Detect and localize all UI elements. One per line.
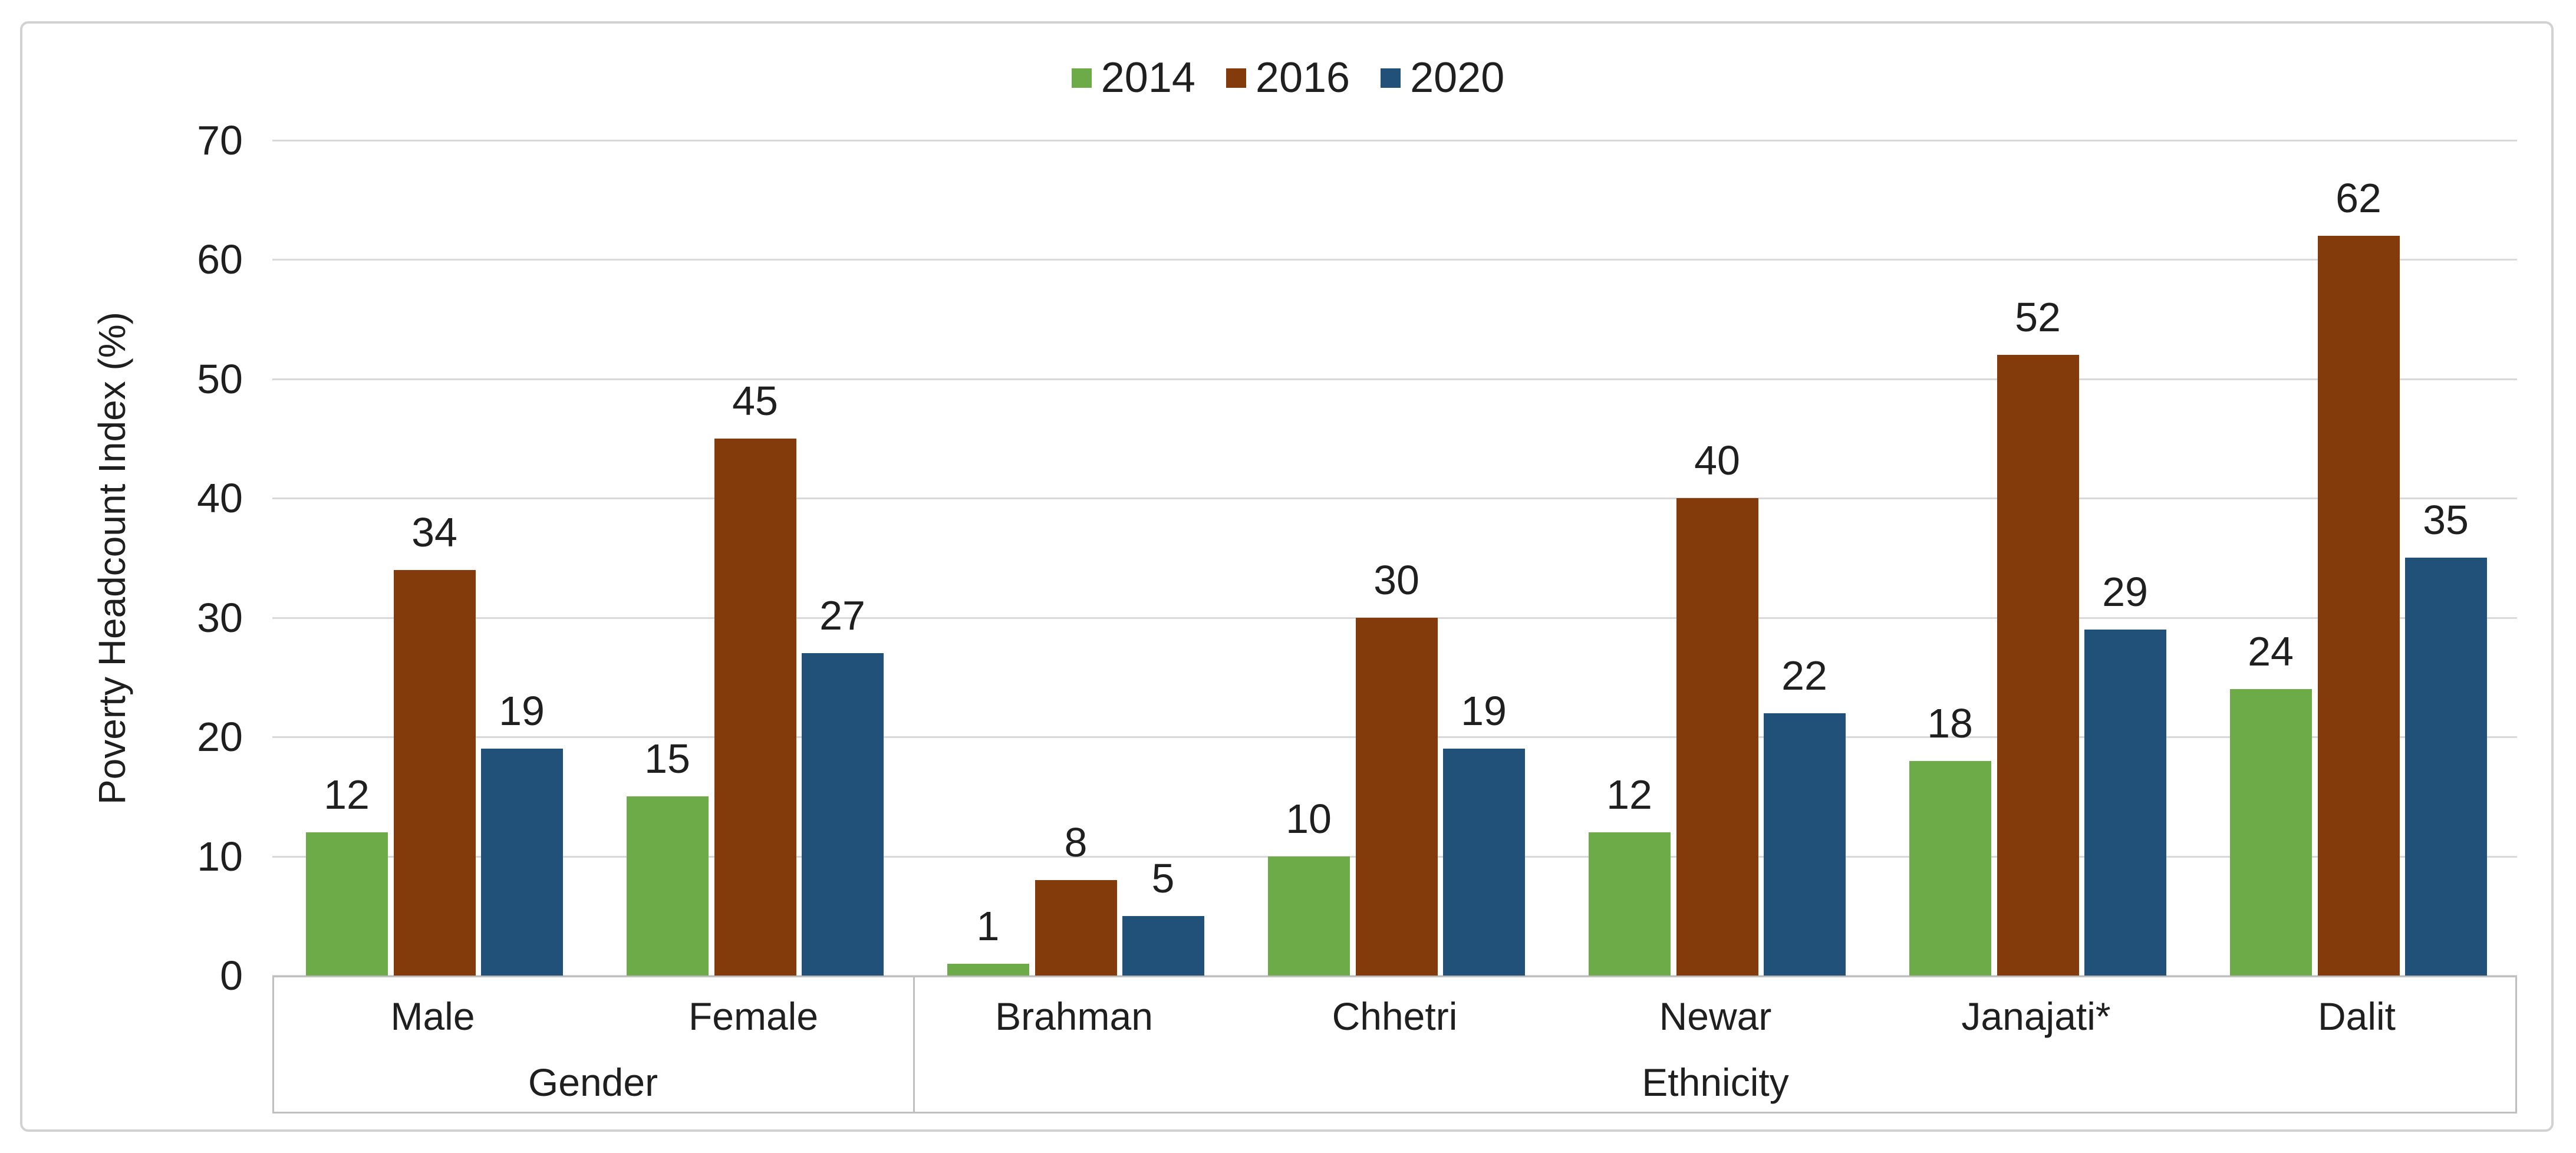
bar-2016-brahman xyxy=(1035,880,1117,976)
bar-2016-janajati xyxy=(1997,355,2079,976)
bar-value-label: 27 xyxy=(819,592,865,638)
category-label-male: Male xyxy=(390,994,475,1038)
bar-2014-dalit xyxy=(2230,689,2312,976)
bar-value-label: 45 xyxy=(732,378,778,424)
y-axis-tick-label: 50 xyxy=(197,356,243,402)
y-axis-tick-label: 40 xyxy=(197,475,243,521)
bar-value-label: 12 xyxy=(324,772,370,818)
bar-value-label: 8 xyxy=(1064,819,1088,865)
bar-value-label: 1 xyxy=(976,903,1000,949)
bar-value-label: 29 xyxy=(2102,569,2148,615)
legend-swatch-2020 xyxy=(1381,68,1401,88)
bar-value-label: 12 xyxy=(1606,772,1652,818)
bar-value-label: 40 xyxy=(1694,437,1740,483)
legend-item-2014: 2014 xyxy=(1071,54,1195,101)
y-axis-tick-label: 20 xyxy=(197,714,243,760)
bar-2020-brahman xyxy=(1122,916,1204,976)
legend-label: 2016 xyxy=(1255,54,1350,101)
category-label-newar: Newar xyxy=(1659,994,1772,1038)
bar-2016-newar xyxy=(1676,498,1758,976)
bar-value-label: 19 xyxy=(499,688,545,734)
bar-value-label: 15 xyxy=(644,736,690,782)
gridline xyxy=(272,140,2517,141)
y-axis-tick-label: 0 xyxy=(220,953,243,999)
gridline xyxy=(272,498,2517,499)
y-axis-tick-label: 10 xyxy=(197,834,243,879)
category-label-female: Female xyxy=(688,994,819,1038)
legend-item-2016: 2016 xyxy=(1226,57,1350,99)
category-label-chhetri: Chhetri xyxy=(1332,994,1458,1038)
y-axis-tick-label: 30 xyxy=(197,595,243,641)
bar-2014-male xyxy=(306,832,388,976)
bar-value-label: 62 xyxy=(2335,175,2381,221)
gridline xyxy=(272,259,2517,261)
bar-2016-female xyxy=(714,439,796,976)
bar-value-label: 24 xyxy=(2248,628,2294,674)
y-axis-tick-label: 60 xyxy=(197,236,243,282)
legend-label: 2014 xyxy=(1101,54,1195,101)
bar-value-label: 35 xyxy=(2423,497,2469,543)
y-axis-tick-label: 70 xyxy=(197,117,243,163)
category-label-janajati: Janajati* xyxy=(1961,994,2111,1038)
bar-2020-female xyxy=(802,653,884,976)
bar-2014-female xyxy=(627,796,709,976)
bar-2014-janajati xyxy=(1909,761,1991,976)
group-label-ethnicity: Ethnicity xyxy=(1642,1060,1789,1104)
bar-2016-chhetri xyxy=(1356,618,1438,976)
bar-value-label: 22 xyxy=(1781,653,1827,699)
bar-value-label: 19 xyxy=(1461,688,1507,734)
gridline xyxy=(272,378,2517,380)
bar-2020-dalit xyxy=(2405,558,2487,976)
bar-2014-newar xyxy=(1589,832,1671,976)
legend-label: 2020 xyxy=(1410,54,1505,101)
bar-value-label: 52 xyxy=(2015,294,2061,340)
bar-2016-male xyxy=(394,570,476,976)
bar-value-label: 34 xyxy=(411,509,457,555)
category-label-brahman: Brahman xyxy=(995,994,1153,1038)
bar-value-label: 30 xyxy=(1373,557,1419,603)
bar-value-label: 10 xyxy=(1286,796,1332,842)
bar-2014-brahman xyxy=(947,964,1029,976)
bar-value-label: 5 xyxy=(1151,855,1175,901)
bar-2020-janajati xyxy=(2084,630,2166,976)
legend-item-2020: 2020 xyxy=(1381,57,1504,99)
bar-2014-chhetri xyxy=(1268,856,1350,976)
bar-value-label: 18 xyxy=(1927,700,1973,746)
bar-2020-male xyxy=(481,749,563,976)
bar-2020-newar xyxy=(1764,713,1846,976)
legend-swatch-2014 xyxy=(1071,68,1092,88)
bar-2020-chhetri xyxy=(1443,749,1525,976)
x-axis-box xyxy=(272,976,2517,1114)
group-divider xyxy=(913,976,915,1114)
bar-2016-dalit xyxy=(2318,236,2400,976)
legend: 2014 2016 2020 xyxy=(0,57,2576,99)
legend-swatch-2016 xyxy=(1226,68,1246,88)
category-label-dalit: Dalit xyxy=(2317,994,2396,1038)
group-label-gender: Gender xyxy=(528,1060,658,1104)
